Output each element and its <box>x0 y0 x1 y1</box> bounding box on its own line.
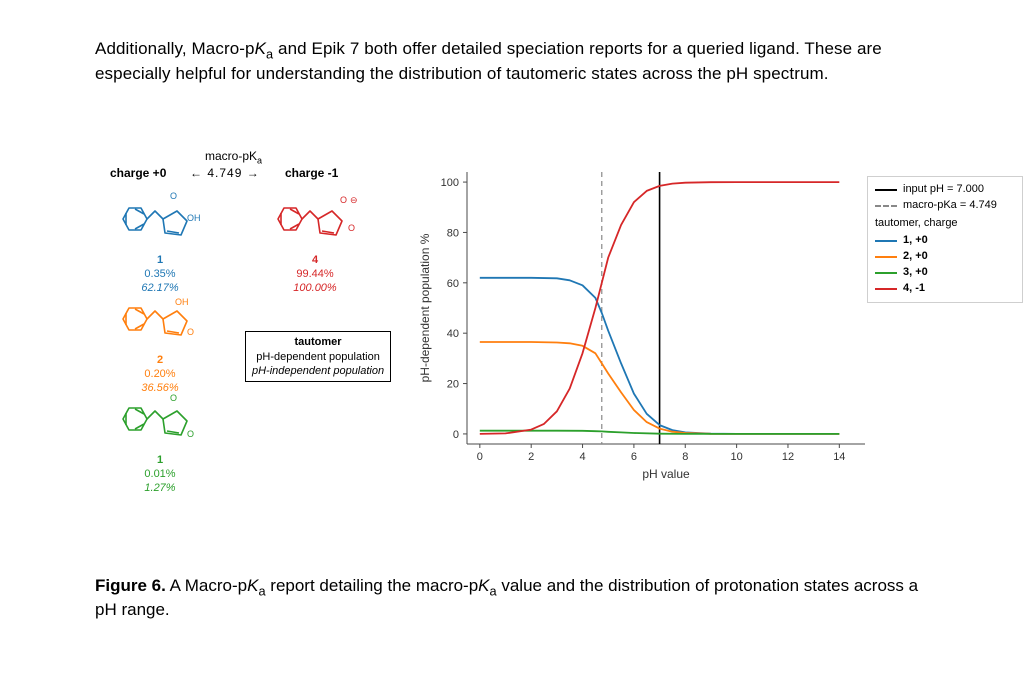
svg-text:100: 100 <box>441 177 459 189</box>
chart-svg: 0 2 4 6 8 10 12 14 0 20 40 60 80 100 pH value pH-depend… <box>415 164 875 484</box>
legend-row: 2, +0 <box>875 249 1015 265</box>
para-K: K <box>255 39 266 58</box>
tautomer-pH-dep: 0.20% <box>105 368 215 382</box>
chart-legend: input pH = 7.000 macro-pKa = 4.749 tauto… <box>867 176 1023 303</box>
tautomer-block: OO10.01%1.27% <box>105 391 215 495</box>
tautomer-pH-dep: 0.01% <box>105 468 215 482</box>
legend-label: macro-pKa = 4.749 <box>903 198 997 214</box>
tautomer-id: 1 <box>105 454 215 468</box>
svg-text:O: O <box>170 191 177 201</box>
svg-text:12: 12 <box>782 451 794 463</box>
legend-subheader: tautomer, charge <box>875 216 1015 232</box>
tautomer-id: 4 <box>260 254 370 268</box>
hdr-charge0: charge +0 <box>110 166 166 180</box>
svg-text:6: 6 <box>631 451 637 463</box>
figure-6: charge +0 macro-pKa ← 4.749 → charge -1 … <box>95 146 928 526</box>
molecule-icon: O⊖O <box>270 191 360 247</box>
swatch <box>875 272 897 274</box>
svg-text:O: O <box>187 327 194 337</box>
svg-text:60: 60 <box>447 278 459 290</box>
swatch-dashed-gray <box>875 205 897 207</box>
body-paragraph: Additionally, Macro-pKa and Epik 7 both … <box>95 37 928 86</box>
tautomer-id: 2 <box>105 354 215 368</box>
legend-row: 1, +0 <box>875 233 1015 249</box>
tautomer-block: OHO10.35%62.17% <box>105 191 215 295</box>
svg-text:OH: OH <box>175 297 189 307</box>
tautbox-l2: pH-independent population <box>252 364 384 378</box>
cap-K: K <box>478 576 489 595</box>
svg-text:O: O <box>187 429 194 439</box>
svg-text:40: 40 <box>447 328 459 340</box>
swatch <box>875 288 897 290</box>
svg-text:10: 10 <box>730 451 742 463</box>
svg-text:20: 20 <box>447 379 459 391</box>
hdr-macro-pka: macro-pKa <box>205 149 262 163</box>
svg-text:0: 0 <box>453 429 459 441</box>
molecule-icon: OO <box>115 391 205 447</box>
cap-frag: report detailing the macro-p <box>266 576 479 595</box>
figure-caption: Figure 6. A Macro-pKa report detailing t… <box>95 574 928 623</box>
tautomer-block: O⊖O499.44%100.00% <box>260 191 370 295</box>
hdr-arrow: ← 4.749 → <box>190 166 260 180</box>
cap-K: K <box>247 576 258 595</box>
tautomer-key-box: tautomer pH-dependent population pH-inde… <box>245 331 391 382</box>
tautbox-title: tautomer <box>252 335 384 349</box>
svg-text:O: O <box>348 223 355 233</box>
legend-row: macro-pKa = 4.749 <box>875 198 1015 214</box>
cap-frag: A Macro-p <box>166 576 247 595</box>
tautomer-pH-indep: 1.27% <box>105 482 215 496</box>
svg-text:O: O <box>170 393 177 403</box>
tautomer-id: 1 <box>105 254 215 268</box>
legend-row: input pH = 7.000 <box>875 182 1015 198</box>
svg-text:8: 8 <box>682 451 688 463</box>
tautomer-pH-dep: 99.44% <box>260 268 370 282</box>
legend-label: input pH = 7.000 <box>903 182 984 198</box>
swatch <box>875 256 897 258</box>
svg-text:4: 4 <box>579 451 585 463</box>
tautomer-block: OHO20.20%36.56% <box>105 291 215 395</box>
tautomer-pH-indep: 100.00% <box>260 282 370 296</box>
speciation-chart: 0 2 4 6 8 10 12 14 0 20 40 60 80 100 pH value pH-depend… <box>415 164 875 484</box>
legend-label: 4, -1 <box>903 281 925 297</box>
cap-sub: a <box>258 583 265 598</box>
svg-text:OH: OH <box>187 213 201 223</box>
legend-row: 3, +0 <box>875 265 1015 281</box>
hdr-charge-1: charge -1 <box>285 166 338 180</box>
svg-text:O: O <box>340 195 347 205</box>
svg-text:pH value: pH value <box>642 467 690 481</box>
legend-row: 4, -1 <box>875 281 1015 297</box>
legend-label: 2, +0 <box>903 249 928 265</box>
para-frag: Additionally, Macro-p <box>95 39 255 58</box>
legend-label: 1, +0 <box>903 233 928 249</box>
cap-sub: a <box>490 583 497 598</box>
caption-lead: Figure 6. <box>95 576 166 595</box>
svg-text:0: 0 <box>477 451 483 463</box>
molecule-icon: OH O <box>115 191 205 247</box>
legend-label: 3, +0 <box>903 265 928 281</box>
molecule-icon: OH O <box>115 291 205 347</box>
svg-text:⊖: ⊖ <box>350 195 358 205</box>
svg-text:80: 80 <box>447 228 459 240</box>
svg-text:14: 14 <box>833 451 845 463</box>
svg-text:2: 2 <box>528 451 534 463</box>
tautomer-pH-dep: 0.35% <box>105 268 215 282</box>
swatch-solid-black <box>875 189 897 191</box>
svg-text:pH-dependent population %: pH-dependent population % <box>418 234 432 383</box>
swatch <box>875 240 897 242</box>
tautbox-l1: pH-dependent population <box>252 350 384 364</box>
